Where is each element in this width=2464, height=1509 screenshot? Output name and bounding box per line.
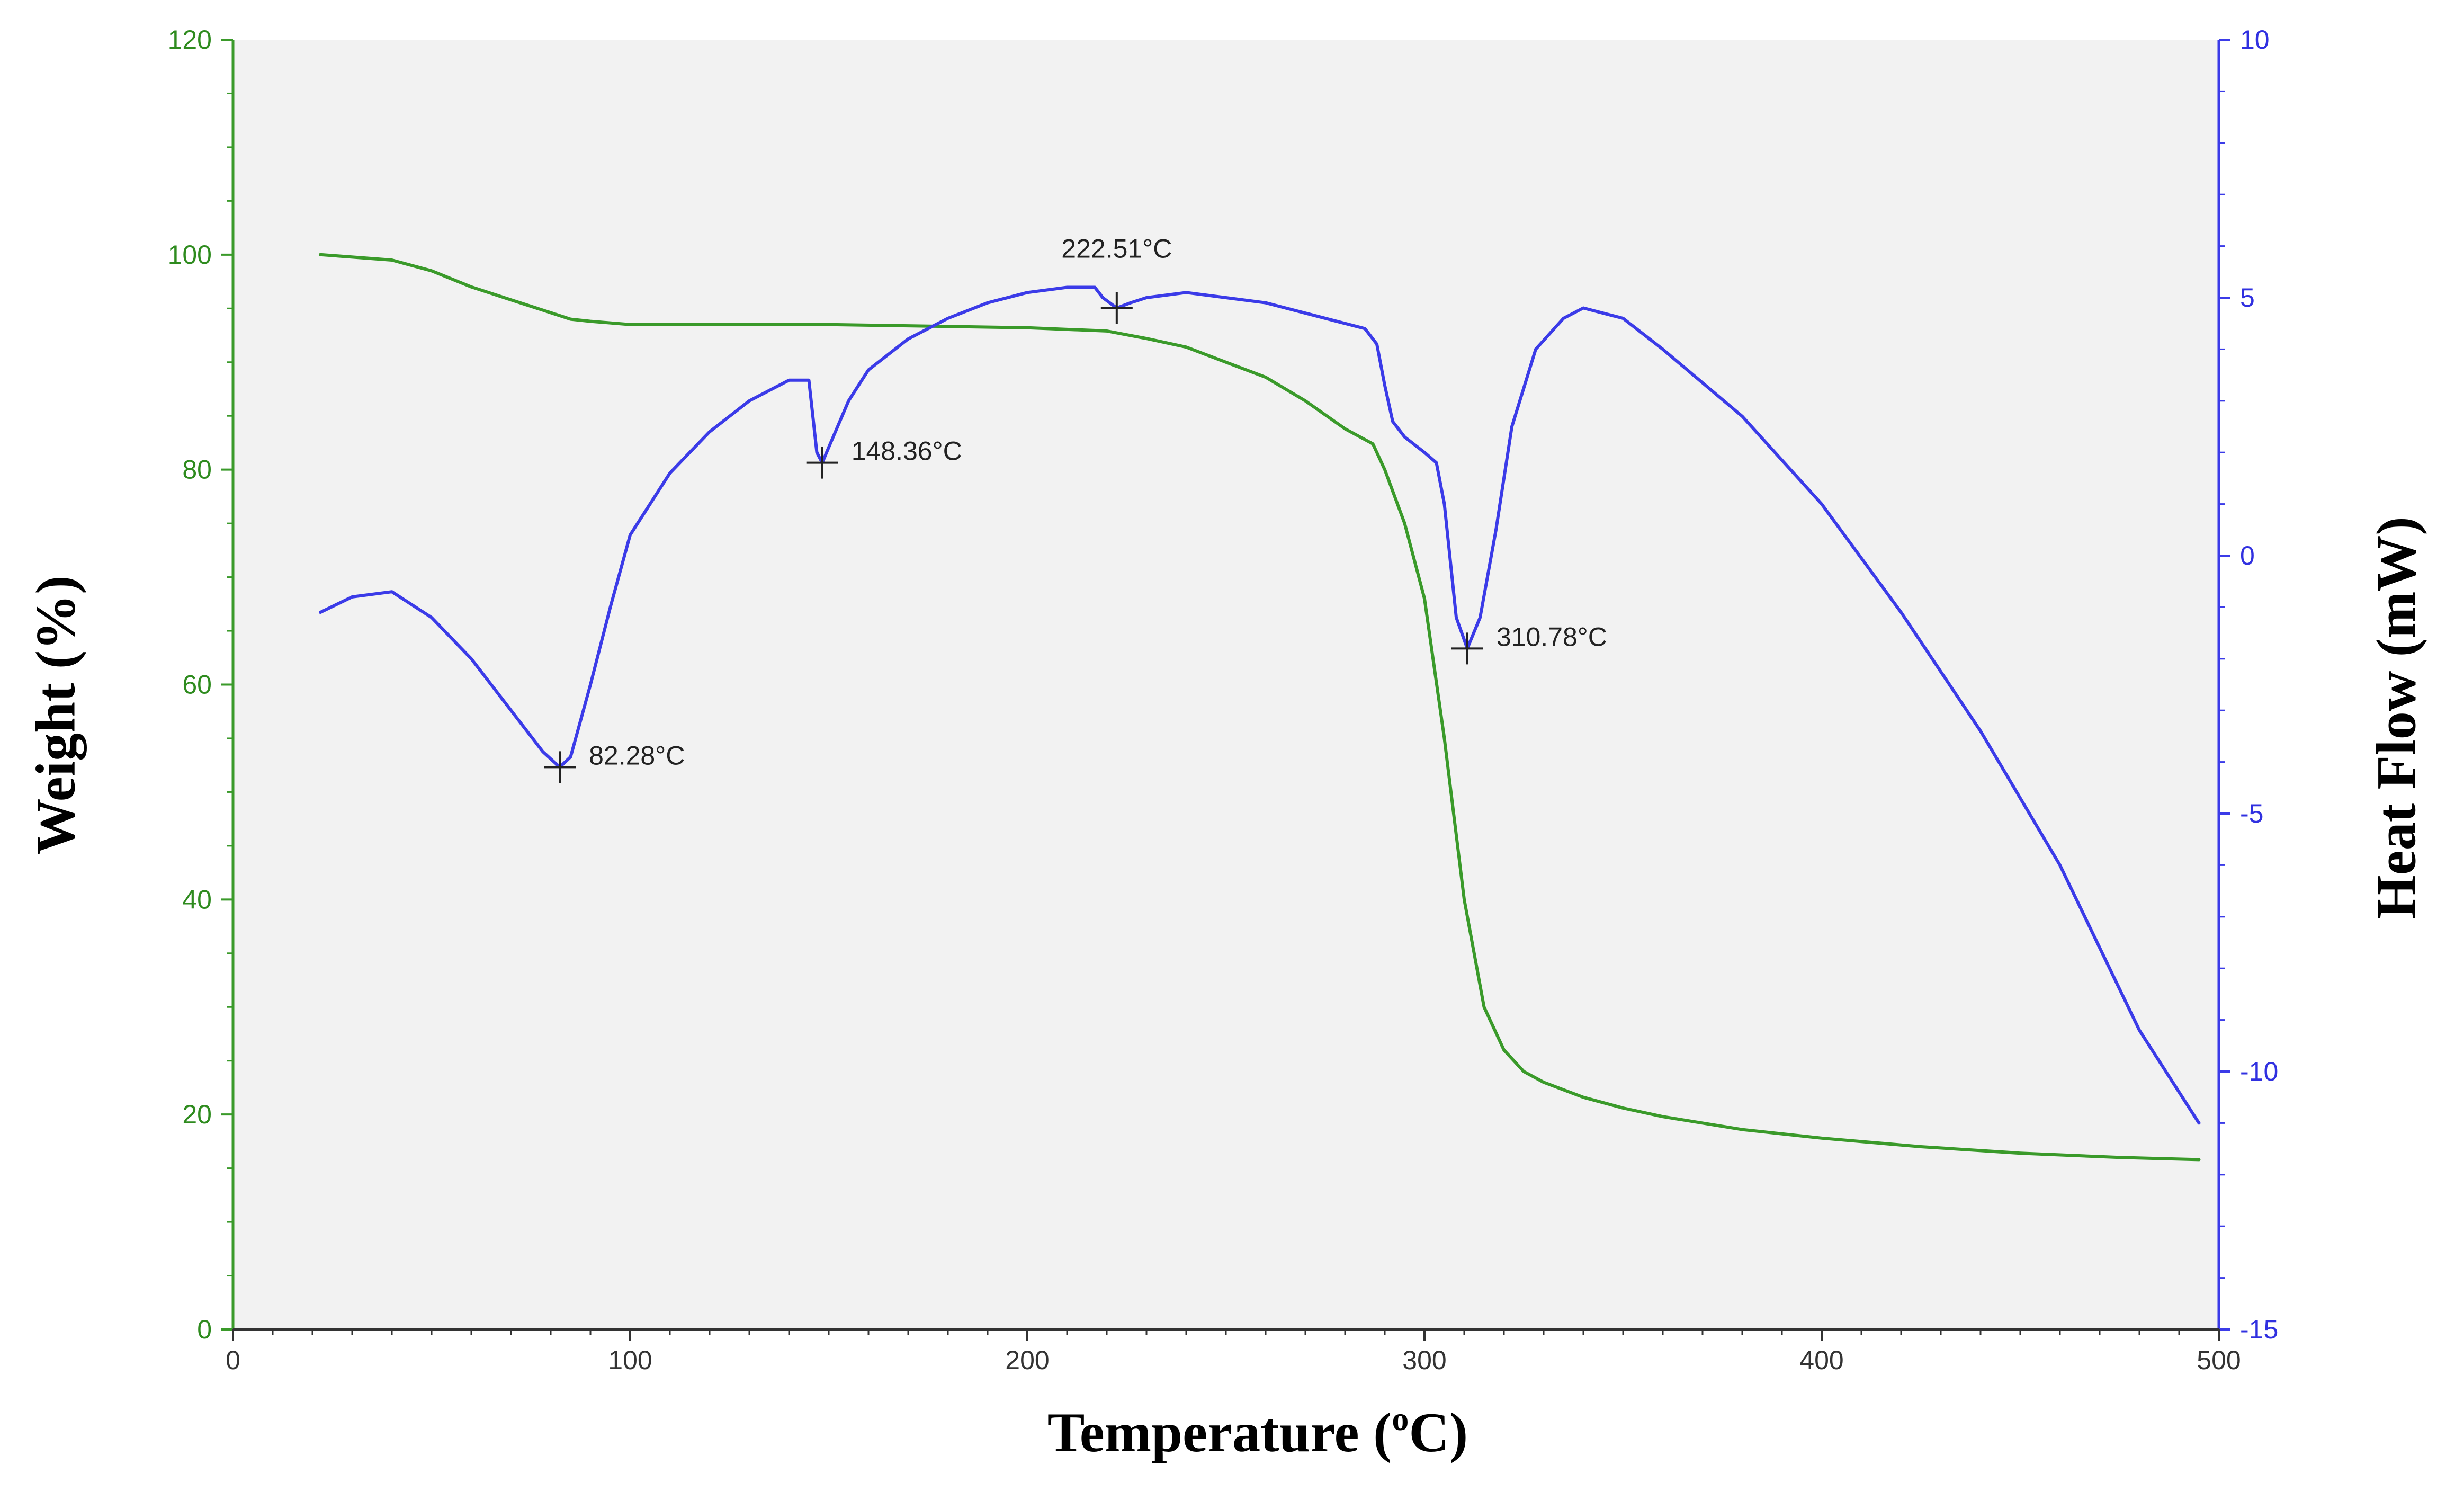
- x-axis-label-main: Temperature (: [1047, 1401, 1392, 1463]
- left-y-axis-label: Weight (%): [25, 576, 87, 855]
- plot-area: [233, 40, 2219, 1329]
- weight-series-line: [319, 253, 2201, 1162]
- x-axis-label: Temperature (oC): [1047, 1400, 1468, 1463]
- right-label-box: [2330, 360, 2462, 1075]
- peak-annotation: 148.36°C: [806, 436, 962, 479]
- left-label-box: [0, 519, 109, 911]
- x-tick-label: 0: [226, 1345, 240, 1375]
- left-tick-label: 80: [182, 455, 212, 485]
- left-tick-label: 60: [182, 670, 212, 700]
- x-tick-label: 500: [2197, 1345, 2241, 1375]
- right-y-axis-label: Heat Flow (mW): [2366, 516, 2427, 918]
- x-label-box: [900, 1377, 1615, 1483]
- right-tick-label: -10: [2240, 1057, 2278, 1086]
- peak-label: 148.36°C: [852, 436, 962, 466]
- x-tick-label: 400: [1799, 1345, 1843, 1375]
- peak-label: 82.28°C: [589, 740, 685, 770]
- x-axis-label-tail: C): [1409, 1401, 1468, 1463]
- x-axis-label-superscript: o: [1392, 1400, 1409, 1437]
- right-tick-label: 10: [2240, 25, 2270, 55]
- left-tick-label: 20: [182, 1100, 212, 1129]
- left-tick-label: 120: [168, 25, 212, 55]
- x-tick-label: 300: [1402, 1345, 1446, 1375]
- left-tick-label: 100: [168, 240, 212, 270]
- peak-label: 222.51°C: [1061, 234, 1172, 263]
- right-tick-label: 5: [2240, 283, 2255, 312]
- heat-flow-series-line: [319, 285, 2201, 1125]
- peak-annotation: 82.28°C: [544, 740, 685, 783]
- right-tick-label: 0: [2240, 541, 2255, 570]
- peak-annotation: 310.78°C: [1451, 622, 1607, 665]
- left-tick-label: 40: [182, 885, 212, 914]
- peak-label: 310.78°C: [1497, 622, 1607, 651]
- x-tick-label: 200: [1005, 1345, 1049, 1375]
- right-tick-label: -5: [2240, 799, 2263, 828]
- right-tick-label: -15: [2240, 1315, 2278, 1344]
- peak-annotation: 222.51°C: [1061, 234, 1172, 324]
- x-tick-label: 100: [608, 1345, 652, 1375]
- left-tick-label: 0: [197, 1315, 212, 1344]
